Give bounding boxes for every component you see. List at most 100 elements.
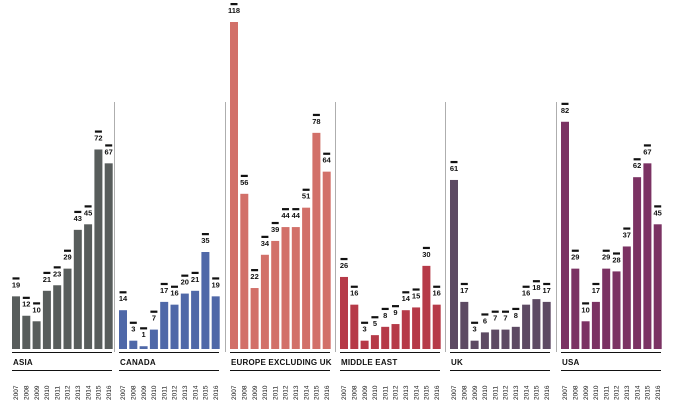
bar bbox=[119, 310, 127, 349]
data-label: 14 bbox=[119, 294, 128, 303]
bar bbox=[391, 324, 400, 349]
tick-label: 2011 bbox=[382, 386, 389, 400]
tick-label: 2008 bbox=[462, 385, 469, 400]
tick-label: 2011 bbox=[54, 386, 61, 400]
bar bbox=[381, 326, 390, 349]
data-label: 19 bbox=[212, 280, 220, 289]
tick-label: 2016 bbox=[544, 385, 551, 400]
bar bbox=[602, 268, 611, 349]
bar bbox=[612, 271, 621, 349]
value-marker bbox=[33, 302, 41, 305]
data-label: 12 bbox=[22, 300, 30, 309]
data-label: 3 bbox=[363, 325, 367, 334]
tick-label: 2010 bbox=[372, 385, 379, 400]
value-marker bbox=[171, 285, 178, 288]
value-marker bbox=[119, 291, 127, 294]
data-label: 15 bbox=[412, 291, 420, 300]
value-marker bbox=[340, 257, 348, 261]
tick-label: 2008 bbox=[24, 385, 31, 400]
bar bbox=[450, 179, 458, 349]
tick-label: 2011 bbox=[161, 386, 168, 400]
value-marker bbox=[105, 144, 113, 147]
bar bbox=[260, 254, 269, 349]
tick-label: 2010 bbox=[151, 385, 158, 400]
data-label: 14 bbox=[402, 294, 411, 303]
tick-label: 2007 bbox=[120, 385, 127, 400]
tick-label: 2009 bbox=[34, 385, 41, 400]
tick-label: 2009 bbox=[472, 385, 479, 400]
value-marker bbox=[602, 249, 610, 252]
panel-asia: 19 2007 12 2008 10 2009 21 2010 23 2011 29 2012 43 20… bbox=[12, 130, 113, 400]
bar bbox=[250, 288, 259, 349]
data-label: 44 bbox=[281, 211, 290, 220]
bar bbox=[211, 296, 220, 349]
data-label: 17 bbox=[592, 286, 600, 295]
tick-label: 2010 bbox=[44, 385, 51, 400]
bar bbox=[643, 163, 652, 349]
tick-label: 2014 bbox=[523, 385, 530, 400]
data-label: 78 bbox=[312, 117, 320, 126]
data-label: 61 bbox=[450, 164, 458, 173]
data-label: 39 bbox=[271, 225, 279, 234]
data-label: 29 bbox=[602, 253, 610, 262]
bar bbox=[73, 229, 82, 349]
value-marker bbox=[64, 249, 71, 252]
bar bbox=[491, 329, 500, 349]
data-label: 62 bbox=[633, 161, 641, 170]
value-marker bbox=[512, 307, 520, 311]
bar bbox=[370, 335, 379, 349]
tick-label: 2015 bbox=[534, 385, 541, 400]
data-label: 17 bbox=[460, 286, 468, 295]
bar bbox=[281, 227, 290, 349]
data-label: 34 bbox=[261, 239, 270, 248]
tick-label: 2010 bbox=[482, 385, 489, 400]
tick-label: 2016 bbox=[324, 385, 331, 400]
region-label: UK bbox=[451, 358, 463, 367]
tick-label: 2008 bbox=[242, 385, 249, 400]
data-label: 118 bbox=[228, 6, 240, 15]
data-label: 67 bbox=[105, 147, 113, 156]
value-marker bbox=[191, 271, 199, 275]
value-marker bbox=[350, 285, 358, 288]
bar bbox=[401, 310, 410, 349]
value-marker bbox=[643, 144, 651, 147]
tick-label: 2015 bbox=[203, 385, 210, 400]
tick-label: 2007 bbox=[451, 385, 458, 400]
value-marker bbox=[582, 302, 590, 305]
bar bbox=[571, 268, 580, 349]
bar bbox=[480, 332, 489, 349]
value-marker bbox=[522, 285, 530, 288]
bar bbox=[501, 329, 510, 349]
tick-label: 2012 bbox=[172, 385, 179, 400]
tick-label: 2008 bbox=[352, 385, 359, 400]
bar bbox=[422, 265, 431, 349]
tick-label: 2009 bbox=[252, 385, 259, 400]
data-label: 28 bbox=[612, 255, 620, 264]
bar bbox=[291, 227, 300, 349]
region-label: EUROPE EXCLUDING UK bbox=[231, 358, 332, 367]
data-label: 29 bbox=[571, 253, 579, 262]
data-label: 23 bbox=[53, 269, 61, 278]
bar bbox=[230, 22, 238, 349]
value-marker bbox=[450, 160, 458, 164]
data-label: 17 bbox=[160, 286, 168, 295]
data-label: 29 bbox=[63, 253, 71, 262]
tick-label: 2016 bbox=[434, 385, 441, 400]
data-label: 8 bbox=[383, 311, 387, 320]
panel-usa: 82 2007 29 2008 10 2009 17 2010 29 2011 28 2012 37 20… bbox=[556, 102, 662, 400]
value-marker bbox=[392, 305, 399, 308]
tick-label: 2009 bbox=[583, 385, 590, 400]
bar bbox=[271, 240, 280, 349]
tick-label: 2007 bbox=[13, 385, 20, 400]
bar bbox=[129, 340, 138, 349]
data-label: 3 bbox=[473, 325, 477, 334]
tick-label: 2012 bbox=[65, 385, 72, 400]
region-label: ASIA bbox=[13, 358, 33, 367]
value-marker bbox=[240, 174, 248, 178]
value-marker bbox=[491, 310, 499, 313]
data-label: 45 bbox=[84, 208, 92, 217]
bar bbox=[191, 290, 200, 349]
tick-label: 2014 bbox=[634, 385, 641, 400]
data-label: 16 bbox=[350, 289, 358, 298]
panel-middle-east: 26 2007 16 2008 3 2009 5 2010 8 2011 9 2012 14 2013 15… bbox=[335, 102, 441, 400]
